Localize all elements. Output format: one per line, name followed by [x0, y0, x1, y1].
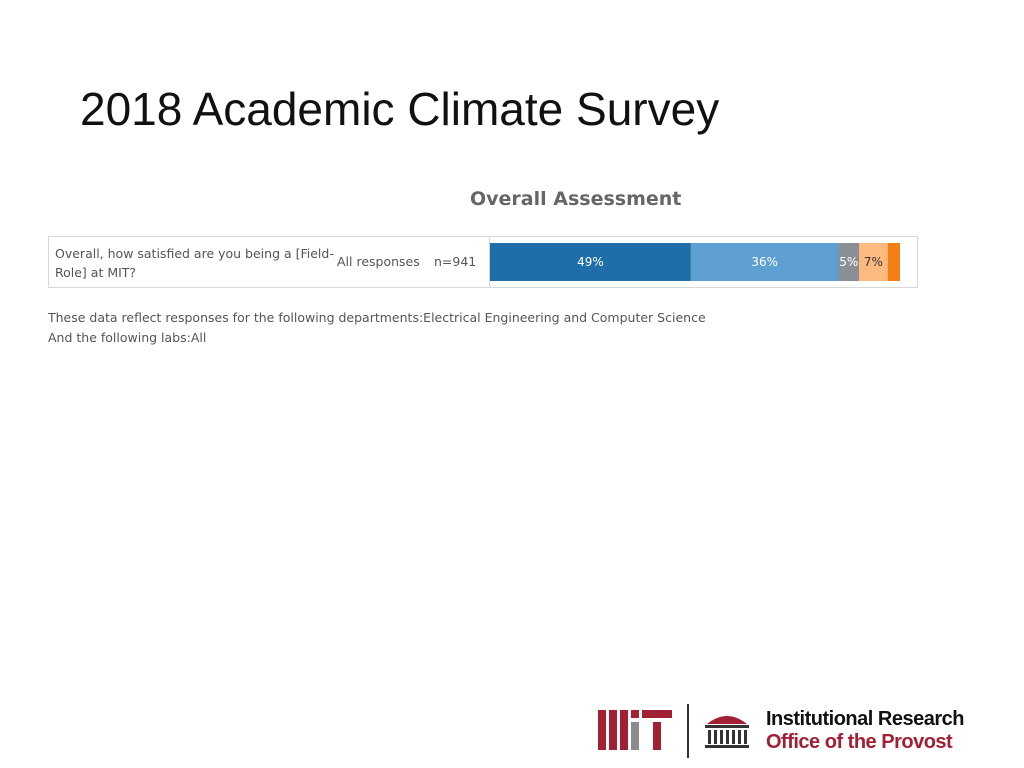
- footnote-departments: These data reflect responses for the fol…: [48, 310, 706, 325]
- office-of-provost-text: Office of the Provost: [766, 731, 953, 753]
- bar-area: 49% 36% 5% 7%: [489, 237, 900, 287]
- slide-title: 2018 Academic Climate Survey: [80, 83, 720, 135]
- bar-label-3: 5%: [839, 255, 858, 269]
- bar-segment-2: [690, 243, 839, 281]
- responses-label: All responses: [337, 254, 420, 269]
- bar-segment-5: [887, 243, 900, 281]
- question-label: Overall, how satisfied are you being a […: [55, 246, 334, 280]
- footnote-labs: And the following labs:All: [48, 330, 207, 345]
- logo-divider: [687, 704, 689, 758]
- bar-label-4: 7%: [864, 255, 883, 269]
- stacked-bar-chart: 49% 36% 5% 7%: [490, 243, 900, 281]
- chart-title: Overall Assessment: [470, 188, 682, 210]
- institutional-research-text: Institutional Research: [766, 708, 964, 730]
- bar-segment-4: [859, 243, 888, 281]
- bar-segment-1: [490, 243, 691, 281]
- mit-logo: [598, 710, 672, 750]
- bar-label-1: 49%: [577, 255, 604, 269]
- chart-row: Overall, how satisfied are you being a […: [48, 236, 918, 288]
- bar-label-2: 36%: [751, 255, 778, 269]
- response-count: n=941: [434, 254, 477, 269]
- bar-segment-3: [838, 243, 859, 281]
- building-dome-icon: [705, 716, 749, 748]
